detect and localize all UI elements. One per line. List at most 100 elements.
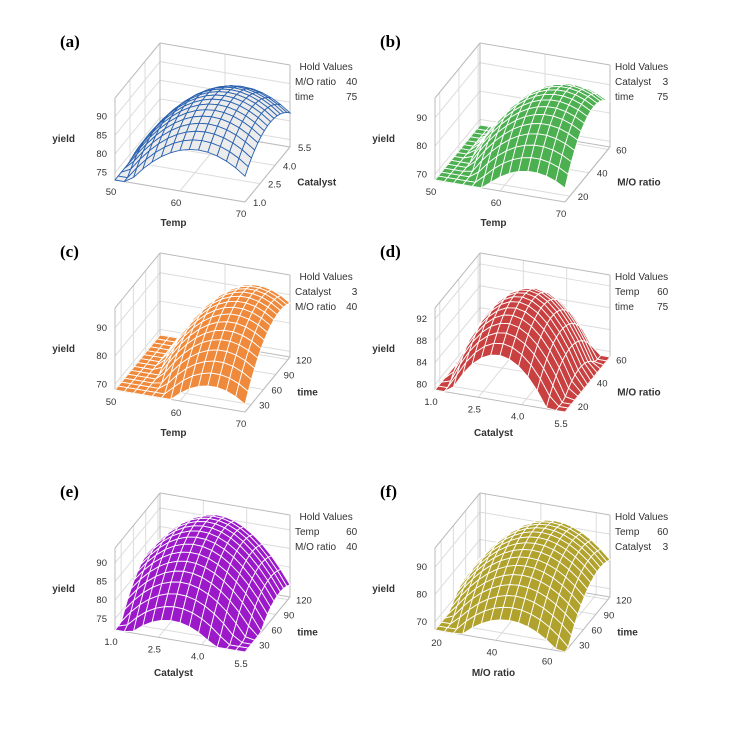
y-axis-title: M/O ratio	[617, 177, 660, 188]
axis-line	[159, 492, 291, 516]
x-tick-label: 50	[426, 187, 437, 198]
hold-values-legend: Hold Values Temp 60 time 75	[615, 270, 668, 315]
surface-plot-panel: (e) 1.0 2.5 4.0 5.5 30 60 90 120 75 80 85 90 Catalyst…	[40, 470, 370, 700]
z-tick-label: 90	[96, 323, 107, 334]
hold-value-row: M/O ratio 40	[295, 540, 357, 555]
z-axis-title: yield	[372, 134, 395, 145]
z-tick-label: 92	[416, 314, 427, 325]
surface-chart: 50 60 70 1.02.54.05.5 75 80 85 90 Temp Catalyst yi…	[52, 42, 337, 229]
y-tick-label: 30	[259, 641, 270, 652]
hold-values-title: Hold Values	[299, 512, 353, 523]
y-tick-label: 20	[578, 192, 589, 203]
hold-value-row: Temp 60	[295, 525, 357, 540]
y-tick-label: 60	[616, 145, 627, 156]
axis-line	[434, 389, 566, 413]
y-tick-label: 90	[604, 611, 615, 622]
surface-plot-panel: (f) 20 40 60 30 60 90 120 70 80 90 M/O ratio time yie…	[360, 470, 690, 700]
z-tick-label: 88	[416, 336, 427, 347]
y-axis-title: Catalyst	[297, 177, 337, 188]
surface-patch	[235, 157, 249, 177]
y-tick-label: 20	[578, 402, 589, 413]
y-axis-title: time	[617, 627, 638, 638]
hold-variable: M/O ratio	[295, 302, 337, 313]
gridline	[114, 61, 161, 117]
z-tick-label: 75	[96, 168, 107, 179]
surface-patch	[234, 646, 250, 653]
gridline	[434, 511, 481, 568]
z-tick-label: 75	[96, 614, 107, 625]
surface-plot-panel: (b) 50 60 70 20 40 60 70 80 90 Temp M/O ratio yield H…	[360, 20, 690, 250]
x-tick-label: 2.5	[468, 404, 481, 415]
x-tick-label: 50	[106, 397, 117, 408]
gridline	[479, 263, 611, 287]
hold-values-legend: Hold Values M/O ratio 40 time 75	[295, 60, 357, 105]
hold-variable: Temp	[295, 527, 320, 538]
surface-patch	[555, 635, 569, 653]
gridline	[114, 300, 161, 357]
hold-values-title: Hold Values	[615, 272, 669, 283]
y-tick-label: 5.5	[298, 143, 311, 154]
x-axis-title: Temp	[481, 218, 507, 229]
axis-line	[479, 42, 611, 66]
z-axis-title: yield	[52, 344, 75, 355]
gridline	[434, 285, 481, 342]
surface-chart: 1.0 2.5 4.0 5.5 20 40 60 80 84 88 92 Catalyst M/O ra…	[372, 252, 661, 439]
x-tick-label: 4.0	[511, 412, 524, 423]
hold-value: 75	[657, 92, 669, 103]
surface-patch	[235, 383, 249, 406]
gridline	[114, 79, 161, 136]
surface-plot-panel: (c) 50 60 70 30 60 90 120 70 80 90 Temp time yield Hol…	[40, 230, 370, 460]
z-tick-label: 85	[96, 130, 107, 141]
x-tick-label: 60	[491, 198, 502, 209]
y-tick-label: 120	[616, 596, 632, 607]
y-tick-label: 60	[591, 626, 602, 637]
hold-value-row: M/O ratio 40	[295, 75, 357, 90]
x-tick-label: 5.5	[554, 419, 567, 430]
z-axis-title: yield	[52, 134, 75, 145]
hold-variable: M/O ratio	[295, 542, 337, 553]
hold-value-row: time 75	[615, 300, 668, 315]
x-tick-label: 70	[236, 209, 247, 220]
hold-variable: Catalyst	[615, 77, 652, 88]
axis-line	[244, 356, 291, 413]
gridline	[434, 62, 481, 119]
hold-variable: time	[615, 92, 634, 103]
z-tick-label: 84	[416, 358, 427, 369]
hold-value-row: M/O ratio 40	[295, 300, 357, 315]
z-tick-label: 80	[416, 380, 427, 391]
gridline	[434, 263, 481, 320]
surface-plot-panel: (d) 1.0 2.5 4.0 5.5 20 40 60 80 84 88 92 Catalyst M/O…	[360, 230, 690, 460]
x-tick-label: 4.0	[191, 652, 204, 663]
y-tick-label: 60	[271, 386, 282, 397]
x-tick-label: 1.0	[424, 397, 437, 408]
axis-line	[434, 252, 481, 309]
hold-value: 60	[346, 527, 358, 538]
x-axis-title: Catalyst	[154, 668, 194, 679]
x-axis-title: Temp	[161, 218, 187, 229]
x-tick-label: 60	[171, 408, 182, 419]
hold-value: 40	[346, 542, 358, 553]
x-tick-label: 70	[236, 419, 247, 430]
axis-line	[434, 492, 481, 549]
x-tick-label: 70	[556, 209, 567, 220]
hold-value-row: time 75	[615, 90, 668, 105]
y-tick-label: 30	[579, 641, 590, 652]
panel-label: (f)	[380, 482, 397, 501]
axis-line	[564, 596, 611, 653]
x-axis-title: M/O ratio	[472, 668, 515, 679]
gridline	[114, 272, 161, 329]
hold-value-row: Temp 60	[615, 285, 668, 300]
gridline	[114, 98, 161, 155]
x-tick-label: 50	[106, 187, 117, 198]
hold-value: 3	[662, 542, 669, 553]
x-axis-title: Catalyst	[474, 428, 514, 439]
hold-variable: Catalyst	[615, 542, 652, 553]
gridline	[434, 307, 481, 363]
x-tick-label: 20	[431, 638, 442, 649]
hold-value: 3	[662, 77, 669, 88]
y-axis-title: time	[297, 627, 318, 638]
z-tick-label: 90	[416, 562, 427, 573]
surface-chart: 1.02.54.05.530609012075808590Catalysttim…	[52, 492, 318, 679]
surface-plot-panel: (a) 50 60 70 1.0 2.5 4.0 5.5 75 80 85 90 Temp Catalys…	[40, 20, 370, 250]
